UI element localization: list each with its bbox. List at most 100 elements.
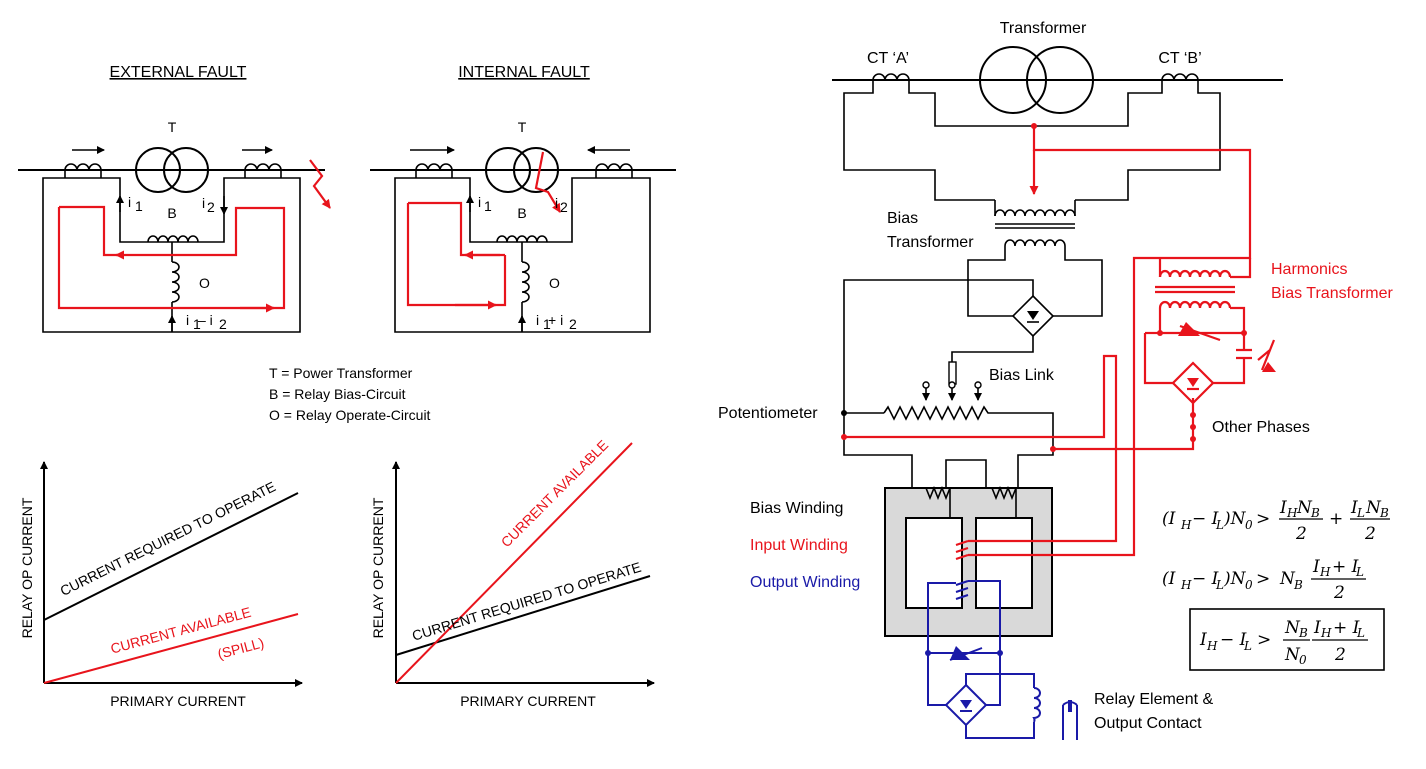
svg-text:B: B (167, 205, 176, 221)
svg-text:I: I (1350, 498, 1358, 518)
harmonics-label: Harmonics (1271, 261, 1347, 278)
svg-text:i: i (536, 312, 539, 328)
input-winding-label: Input Winding (750, 537, 848, 554)
svg-text:N: N (1284, 645, 1301, 665)
svg-text:H: H (1180, 578, 1192, 592)
svg-text:i: i (186, 312, 189, 328)
svg-text:H: H (1180, 518, 1192, 532)
svg-text:I: I (1199, 630, 1207, 650)
external-fault-title: EXTERNAL FAULT (110, 64, 247, 81)
svg-text:I: I (1312, 557, 1320, 577)
svg-text:Output Contact: Output Contact (1094, 715, 1202, 732)
svg-text:I: I (1313, 618, 1321, 638)
internal-fault-chart: RELAY OP CURRENT PRIMARY CURRENT CURRENT… (370, 437, 655, 709)
available-line (395, 442, 633, 684)
svg-text:CURRENT AVAILABLE: CURRENT AVAILABLE (498, 437, 612, 551)
svg-text:i: i (555, 195, 558, 211)
spill-label: (SPILL) (216, 634, 266, 662)
svg-text:L: L (1243, 639, 1252, 653)
bias-winding-label: Bias Winding (750, 500, 843, 517)
svg-text:O: O (199, 275, 210, 291)
svg-text:1: 1 (135, 198, 143, 214)
y-axis-label: RELAY OP CURRENT (19, 497, 35, 638)
svg-text:2: 2 (219, 316, 227, 332)
output-winding-label: Output Winding (750, 574, 860, 591)
legend: T = Power Transformer B = Relay Bias-Cir… (269, 365, 431, 423)
svg-text:0: 0 (1245, 578, 1253, 592)
svg-text:2: 2 (1333, 583, 1345, 603)
svg-text:)N: )N (1223, 509, 1247, 529)
svg-text:>: > (1256, 509, 1270, 529)
svg-text:2: 2 (207, 199, 215, 215)
svg-text:PRIMARY CURRENT: PRIMARY CURRENT (460, 693, 596, 709)
svg-text:CURRENT REQUIRED TO OPERATE: CURRENT REQUIRED TO OPERATE (410, 559, 643, 644)
svg-text:1: 1 (484, 198, 492, 214)
svg-text:– i: – i (198, 312, 213, 328)
svg-text:1: 1 (193, 316, 201, 332)
svg-text:H: H (1206, 639, 1218, 653)
svg-text:>: > (1257, 630, 1271, 650)
svg-text:− I: − I (1192, 509, 1219, 529)
other-phases-label: Other Phases (1212, 419, 1310, 436)
transformer-label: T (168, 119, 177, 135)
svg-text:H: H (1286, 506, 1298, 520)
svg-text:2: 2 (569, 316, 577, 332)
svg-text:N: N (1365, 498, 1382, 518)
svg-text:i: i (478, 194, 481, 210)
svg-text:i: i (128, 194, 131, 210)
svg-text:>: > (1256, 569, 1270, 589)
svg-text:)N: )N (1223, 569, 1247, 589)
svg-text:L: L (1215, 578, 1224, 592)
svg-text:RELAY OP CURRENT: RELAY OP CURRENT (370, 497, 386, 638)
svg-text:N: N (1284, 618, 1301, 638)
svg-text:I: I (1279, 498, 1287, 518)
svg-text:0: 0 (1299, 653, 1307, 667)
svg-text:B: B (1379, 506, 1389, 520)
svg-text:(I: (I (1162, 569, 1176, 589)
svg-text:Bias Transformer: Bias Transformer (1271, 285, 1393, 302)
bias-link-label: Bias Link (989, 367, 1055, 384)
svg-text:2: 2 (560, 199, 568, 215)
svg-text:N: N (1279, 569, 1296, 589)
available-line (43, 613, 299, 684)
external-fault-chart: RELAY OP CURRENT PRIMARY CURRENT CURRENT… (19, 461, 303, 709)
internal-fault-title: INTERNAL FAULT (458, 64, 590, 81)
legend-item: B = Relay Bias-Circuit (269, 386, 406, 402)
svg-text:2: 2 (1364, 524, 1376, 544)
svg-text:B: B (1298, 626, 1308, 640)
svg-text:O: O (549, 275, 560, 291)
required-line (395, 575, 651, 656)
svg-text:Transformer: Transformer (887, 234, 974, 251)
svg-text:T: T (518, 119, 527, 135)
svg-text:L: L (1215, 518, 1224, 532)
svg-text:L: L (1355, 565, 1364, 579)
svg-text:+ i: + i (548, 312, 563, 328)
svg-text:− I: − I (1192, 569, 1219, 589)
ct-b-label: CT ‘B’ (1158, 50, 1201, 67)
svg-text:+ I: + I (1333, 618, 1360, 638)
svg-text:B: B (1310, 506, 1320, 520)
svg-text:+: + (1329, 509, 1343, 529)
bias-transformer-label: Bias (887, 210, 918, 227)
x-axis-label: PRIMARY CURRENT (110, 693, 246, 709)
svg-text:B: B (1293, 578, 1303, 592)
svg-text:1: 1 (543, 316, 551, 332)
transformer-title: Transformer (1000, 20, 1087, 37)
svg-text:(I: (I (1162, 509, 1176, 529)
svg-text:B: B (517, 205, 526, 221)
svg-text:2: 2 (1334, 645, 1346, 665)
svg-text:L: L (1356, 506, 1365, 520)
svg-text:L: L (1356, 626, 1365, 640)
required-line (43, 492, 299, 621)
potentiometer-label: Potentiometer (718, 405, 818, 422)
svg-text:2: 2 (1295, 524, 1307, 544)
ct-a-label: CT ‘A’ (867, 50, 909, 67)
svg-text:H: H (1319, 565, 1331, 579)
svg-text:0: 0 (1245, 518, 1253, 532)
svg-text:+ I: + I (1332, 557, 1359, 577)
biased-differential-relay-diagram: Transformer CT ‘A’ CT ‘B’ (832, 20, 1283, 740)
